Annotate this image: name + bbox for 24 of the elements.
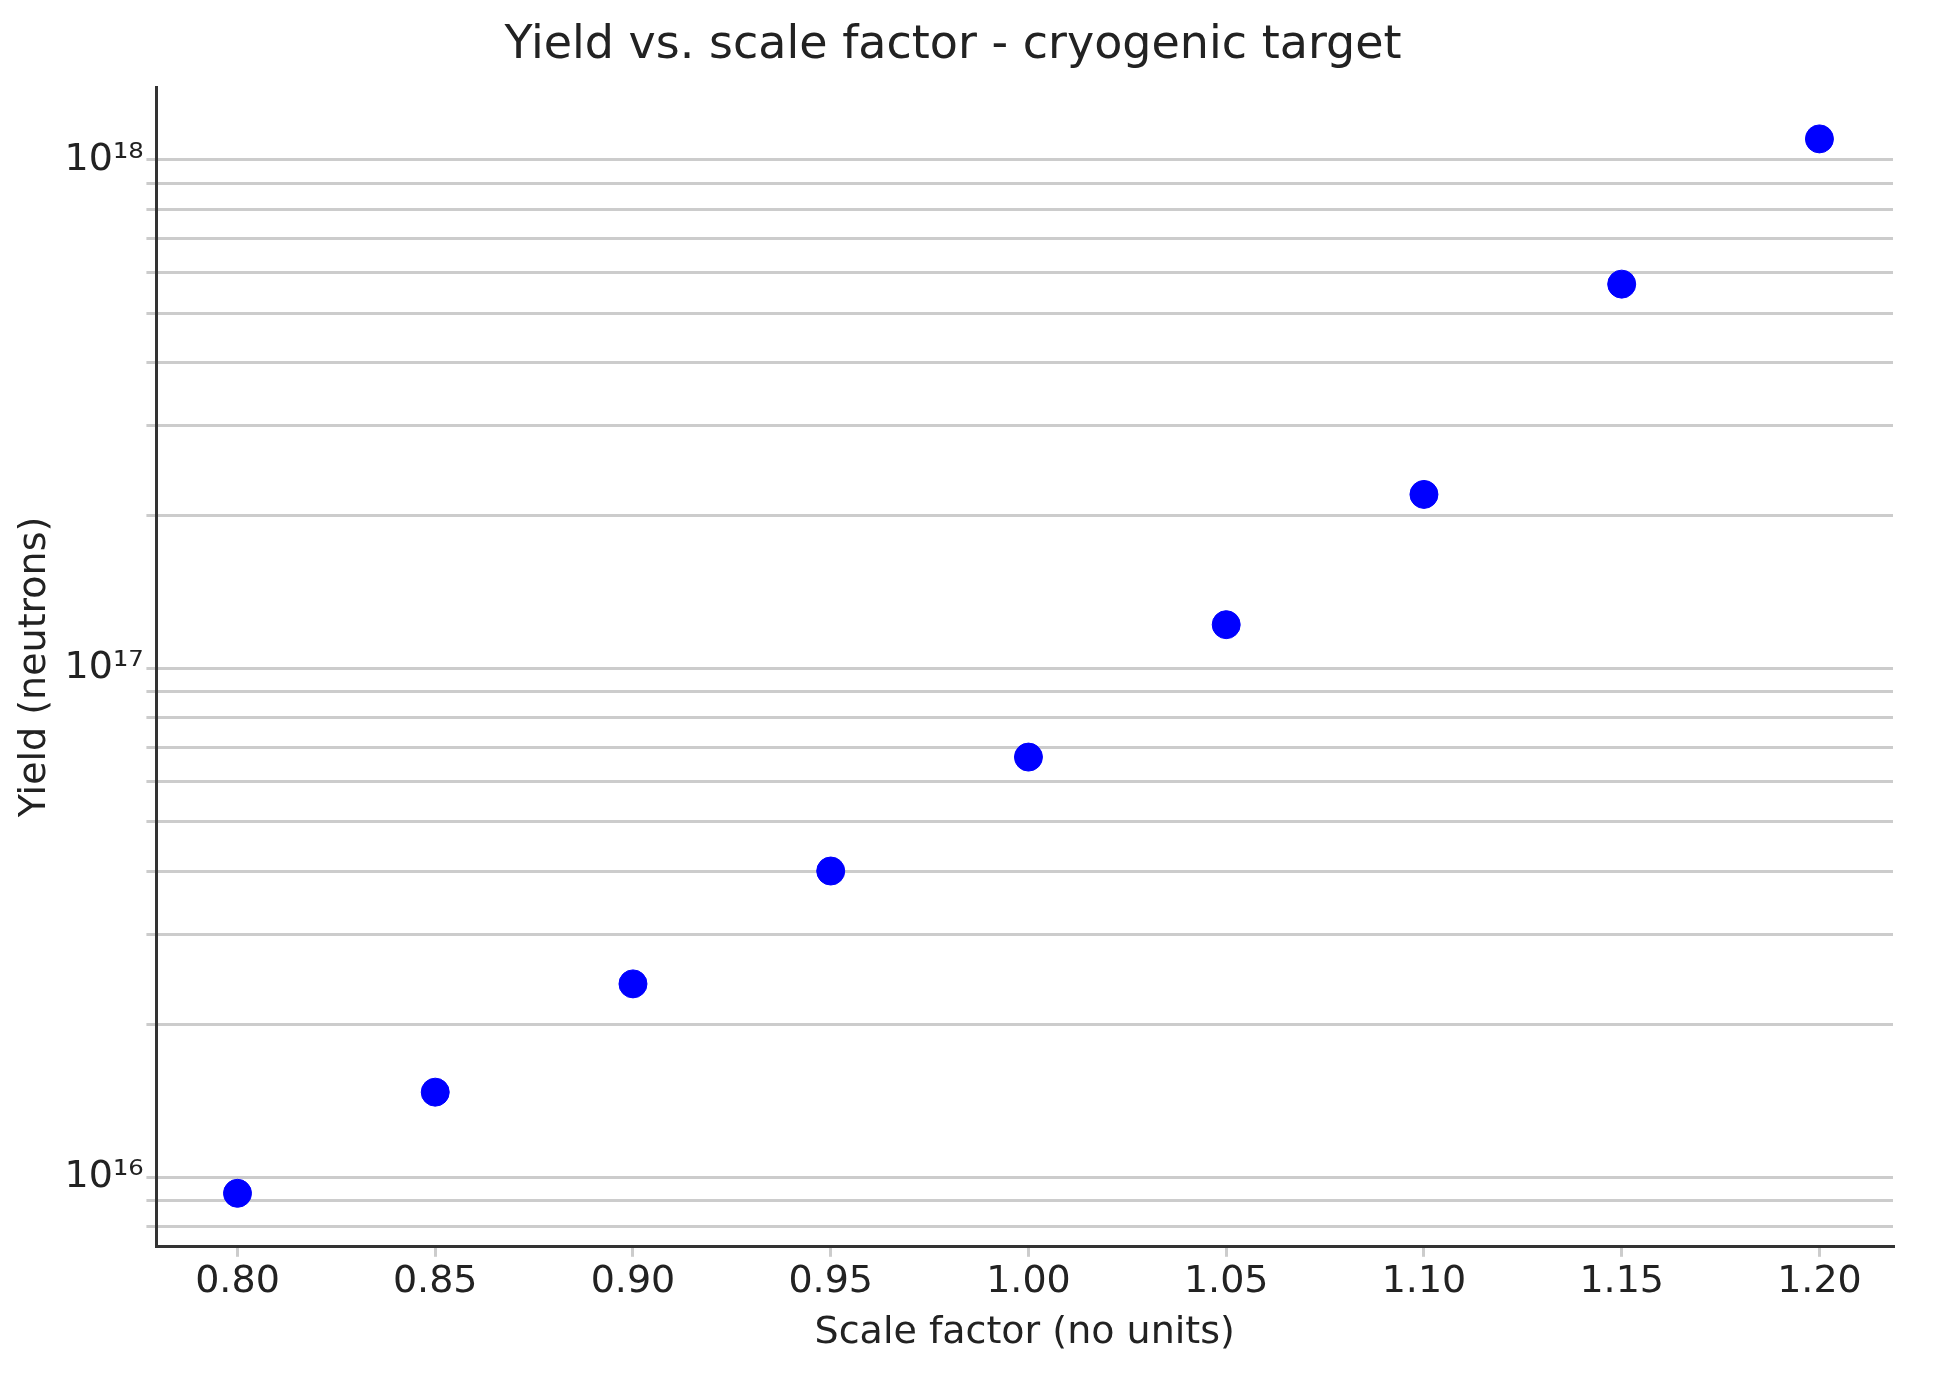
x-tick-label: 1.10 [1381,1257,1467,1302]
x-tick-label: 1.15 [1579,1257,1664,1302]
point [420,1077,450,1107]
point [1211,610,1241,640]
x-tick-label: 0.80 [195,1257,280,1302]
point [1013,742,1043,772]
x-tick-label: 1.05 [1183,1257,1269,1302]
x-tick-label: 0.95 [788,1257,874,1302]
point [816,856,846,886]
y-tick-label: 10¹⁶ [64,1152,144,1197]
point [618,969,648,999]
x-tick-label: 0.90 [590,1257,676,1302]
y-tick-label: 10¹⁷ [64,643,144,688]
x-tick-label: 0.85 [392,1257,478,1302]
x-tick-label: 1.20 [1777,1257,1862,1302]
point [1607,269,1637,299]
point [1804,124,1834,154]
y-axis-title: Yield (neutrons) [9,516,54,819]
y-tick-label: 10¹⁸ [64,134,144,179]
x-tick-label: 1.00 [986,1257,1071,1302]
point [223,1178,252,1208]
chart-title: Yield vs. scale factor - cryogenic target [503,14,1402,69]
point [1409,479,1439,509]
x-axis-title: Scale factor (no units) [814,1308,1235,1353]
